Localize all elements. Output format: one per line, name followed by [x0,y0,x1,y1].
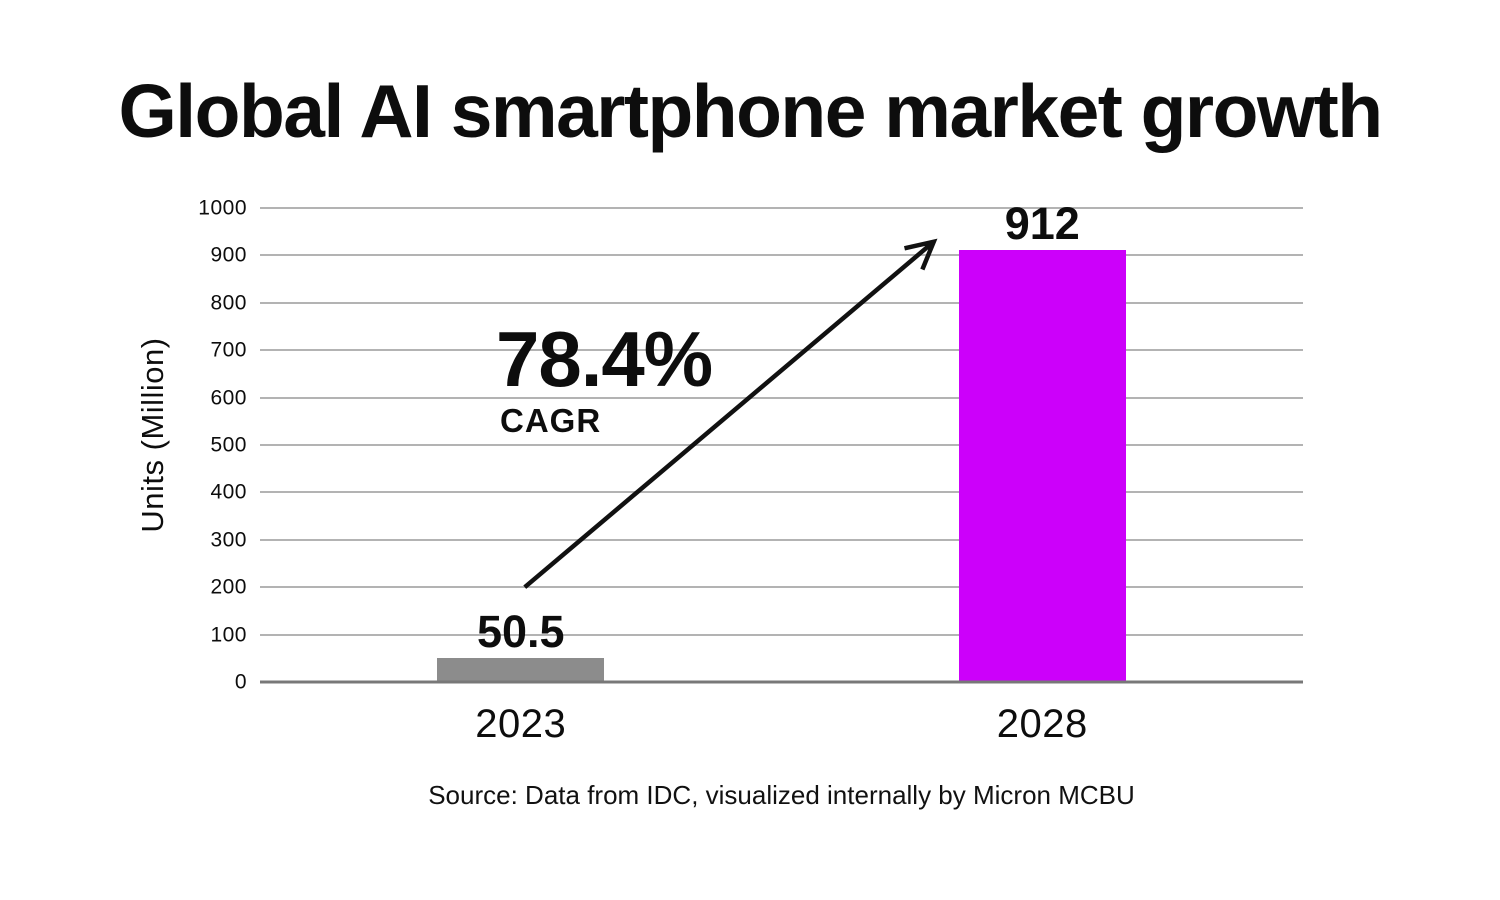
bar-2028 [958,249,1126,682]
y-tick-100: 100 [210,623,247,647]
y-tick-200: 200 [210,575,247,599]
y-tick-300: 300 [210,528,247,552]
gridline-700 [260,349,1303,352]
gridline-0 [260,680,1303,684]
x-label-2028: 2028 [996,702,1088,746]
y-tick-700: 700 [210,338,247,362]
gridline-400 [260,491,1303,494]
bar-2023 [437,658,605,682]
gridline-1000 [260,207,1303,209]
cagr-label: CAGR [500,402,602,439]
y-tick-900: 900 [210,243,247,267]
bar-value-2023: 50.5 [476,606,565,658]
y-tick-400: 400 [210,480,247,504]
y-tick-0: 0 [234,670,247,694]
bar-value-2028: 912 [1004,197,1080,249]
cagr-value: 78.4% [496,315,713,403]
y-tick-500: 500 [210,433,247,457]
y-axis-title: Units (Million) [135,337,170,533]
gridline-100 [260,633,1303,636]
y-tick-600: 600 [210,386,247,410]
plot-area: 0 100 200 300 400 500 600 700 800 900 1000 50.5 2023… [198,198,1303,744]
gridline-900 [260,254,1303,257]
gridline-200 [260,586,1303,589]
chart-title: Global AI smartphone market growth [118,69,1383,153]
y-tick-1000: 1000 [198,196,247,220]
gridline-600 [260,396,1303,399]
x-label-2023: 2023 [475,702,567,746]
gridline-300 [260,538,1303,541]
source-note: Source: Data from IDC, visualized intern… [428,780,1135,810]
gridline-800 [260,301,1303,304]
gridline-500 [260,444,1303,446]
y-tick-800: 800 [210,291,247,315]
